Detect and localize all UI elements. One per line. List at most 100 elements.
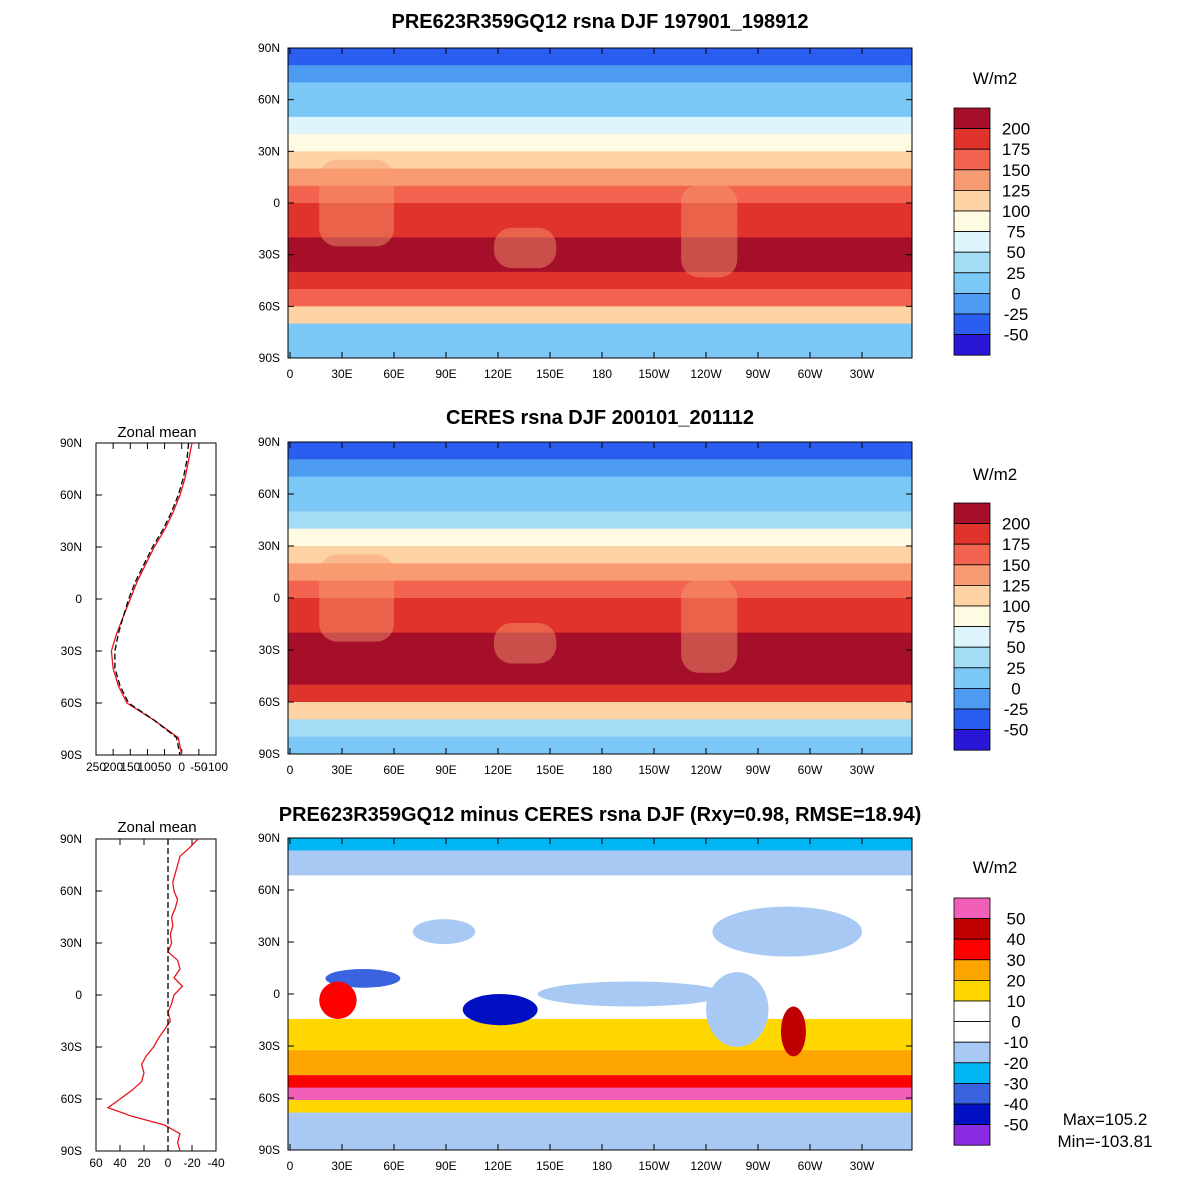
colorbar-swatch — [953, 272, 991, 294]
zonal-x-tick-label: 0 — [165, 1156, 172, 1170]
lat-band — [288, 736, 912, 754]
lat-band — [288, 546, 912, 564]
panel-obs-title: CERES rsna DJF 200101_201112 — [446, 407, 754, 429]
colorbar-label: 0 — [1011, 679, 1020, 698]
y-tick-label: 30S — [259, 248, 280, 262]
colorbar-label: 200 — [1002, 515, 1030, 534]
diff-band — [288, 838, 912, 851]
x-tick-label: 60E — [383, 367, 404, 381]
x-tick-label: 120W — [690, 367, 722, 381]
colorbar-label: 150 — [1002, 161, 1030, 180]
lat-band — [288, 99, 912, 118]
zonal-y-tick-label: 0 — [75, 592, 82, 606]
x-tick-label: 30W — [850, 1159, 875, 1173]
zonal-x-tick-label: -50 — [190, 760, 208, 774]
lat-band — [288, 580, 912, 599]
colorbar-swatch — [953, 980, 991, 1002]
stat-max: Max=105.2 — [1063, 1110, 1148, 1129]
colorbar-label: -25 — [1004, 305, 1029, 324]
y-tick-label: 30S — [259, 643, 280, 657]
x-tick-label: 60E — [383, 763, 404, 777]
x-tick-label: 90W — [746, 367, 771, 381]
zonal-x-tick-label: 0 — [178, 760, 185, 774]
stat-min: Min=-103.81 — [1058, 1132, 1153, 1151]
zonal-series-line — [110, 442, 193, 756]
y-tick-label: 90S — [259, 351, 280, 365]
x-tick-label: 0 — [287, 1159, 294, 1173]
x-tick-label: 30E — [331, 763, 352, 777]
colorbar-label: 10 — [1007, 992, 1026, 1011]
y-tick-label: 0 — [273, 591, 280, 605]
colorbar-swatch — [953, 918, 991, 940]
y-tick-label: 60S — [259, 1091, 280, 1105]
colorbar-label: 50 — [1007, 910, 1026, 929]
lat-band — [288, 82, 912, 101]
colorbar-label: 50 — [1007, 638, 1026, 657]
lat-band — [288, 65, 912, 83]
colorbar-label: -50 — [1004, 721, 1029, 740]
colorbar-swatch — [953, 1021, 991, 1043]
colorbar-swatch — [953, 210, 991, 233]
colorbar-swatch — [953, 292, 991, 315]
zonal-x-tick-label: 150 — [120, 760, 140, 774]
colorbar-swatch — [953, 1000, 991, 1023]
colorbar-swatch — [953, 585, 991, 607]
colorbar-label: 0 — [1011, 284, 1020, 303]
colorbar-swatch — [953, 107, 991, 130]
colorbar-label: -25 — [1004, 700, 1029, 719]
x-tick-label: 120E — [484, 1159, 512, 1173]
lat-band — [288, 254, 912, 273]
colorbar-label: -20 — [1004, 1054, 1029, 1073]
panel-obs-axes: 0 30E 60E 90E 120E 150E 180 150W 120W 90W 60W 30W 90… — [258, 435, 912, 777]
zonal-y-tick-label: 60S — [61, 1092, 82, 1106]
lat-band — [288, 220, 912, 238]
colorbar-swatch — [953, 708, 991, 731]
colorbar-label: 125 — [1002, 181, 1030, 200]
diff-feature — [319, 981, 357, 1019]
lat-band — [288, 134, 912, 152]
zonal-y-tick-label: 30S — [61, 1040, 82, 1054]
colorbar-swatch — [953, 564, 991, 586]
panel-model: PRE623R359GQ12 rsna DJF 197901_198912 0 3… — [258, 11, 1030, 381]
colorbar-swatch — [953, 334, 991, 356]
panel-diff: PRE623R359GQ12 minus CERES rsna DJF (Rxy… — [60, 804, 1153, 1173]
diff-band — [288, 1050, 912, 1076]
lat-band — [288, 168, 912, 187]
colorbar-label: 100 — [1002, 597, 1030, 616]
panel-obs: CERES rsna DJF 200101_201112 0 30E 60E 90E 1… — [60, 407, 1030, 777]
panel-obs-zonal-title: Zonal mean — [117, 424, 196, 441]
lat-band — [288, 650, 912, 668]
y-tick-label: 30S — [259, 1039, 280, 1053]
lat-band — [288, 719, 912, 738]
colorbar-swatch — [953, 1124, 991, 1146]
y-tick-label: 60N — [258, 93, 280, 107]
colorbar-label: -40 — [1004, 1095, 1029, 1114]
colorbar-swatch — [953, 938, 991, 961]
lat-band — [288, 116, 912, 135]
colorbar-label: -50 — [1004, 1116, 1029, 1135]
lat-band — [288, 203, 912, 221]
colorbar-label: -10 — [1004, 1033, 1029, 1052]
colorbar-swatch — [953, 523, 991, 545]
zonal-y-tick-label: 90N — [60, 832, 82, 846]
land-tint — [493, 227, 557, 269]
panel-model-title: PRE623R359GQ12 rsna DJF 197901_198912 — [392, 11, 809, 33]
colorbar-swatch — [953, 729, 991, 751]
colorbar-label: 150 — [1002, 556, 1030, 575]
zonal-y-tick-label: 30N — [60, 540, 82, 554]
diff-band — [288, 1112, 912, 1150]
colorbar-swatch — [953, 251, 991, 274]
zonal-x-tick-label: 200 — [103, 760, 123, 774]
diff-band — [288, 1018, 912, 1051]
colorbar-label: 50 — [1007, 243, 1026, 262]
y-tick-label: 0 — [273, 196, 280, 210]
lat-band — [288, 598, 912, 616]
x-tick-label: 180 — [592, 1159, 612, 1173]
panel-diff-title: PRE623R359GQ12 minus CERES rsna DJF (Rxy… — [279, 804, 922, 826]
y-tick-label: 90N — [258, 435, 280, 449]
x-tick-label: 150E — [536, 763, 564, 777]
y-tick-label: 30N — [258, 144, 280, 158]
x-tick-label: 60W — [798, 367, 823, 381]
